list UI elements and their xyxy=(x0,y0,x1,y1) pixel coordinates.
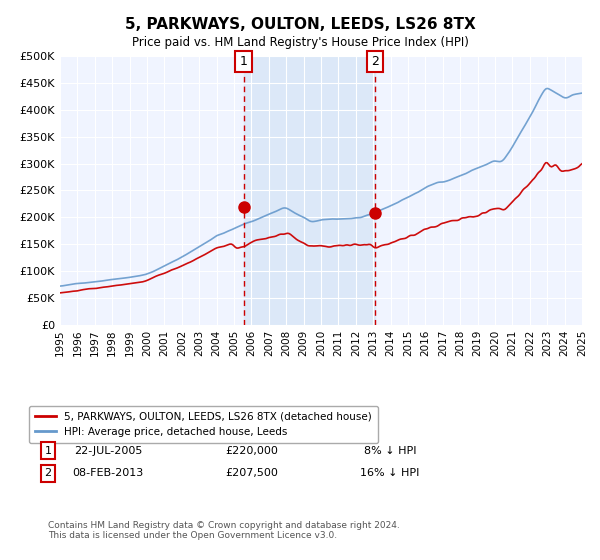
Text: £207,500: £207,500 xyxy=(226,468,278,478)
Bar xyxy=(244,56,375,325)
Text: 08-FEB-2013: 08-FEB-2013 xyxy=(73,468,143,478)
Text: 8% ↓ HPI: 8% ↓ HPI xyxy=(364,446,416,456)
Text: 2: 2 xyxy=(371,55,379,68)
Text: Contains HM Land Registry data © Crown copyright and database right 2024.
This d: Contains HM Land Registry data © Crown c… xyxy=(48,521,400,540)
Text: 16% ↓ HPI: 16% ↓ HPI xyxy=(361,468,419,478)
Text: 1: 1 xyxy=(44,446,52,456)
Text: 1: 1 xyxy=(239,55,248,68)
Text: Price paid vs. HM Land Registry's House Price Index (HPI): Price paid vs. HM Land Registry's House … xyxy=(131,36,469,49)
Text: £220,000: £220,000 xyxy=(226,446,278,456)
Text: 5, PARKWAYS, OULTON, LEEDS, LS26 8TX: 5, PARKWAYS, OULTON, LEEDS, LS26 8TX xyxy=(125,17,475,32)
Text: 2: 2 xyxy=(44,468,52,478)
Text: 22-JUL-2005: 22-JUL-2005 xyxy=(74,446,142,456)
Legend: 5, PARKWAYS, OULTON, LEEDS, LS26 8TX (detached house), HPI: Average price, detac: 5, PARKWAYS, OULTON, LEEDS, LS26 8TX (de… xyxy=(29,405,378,443)
